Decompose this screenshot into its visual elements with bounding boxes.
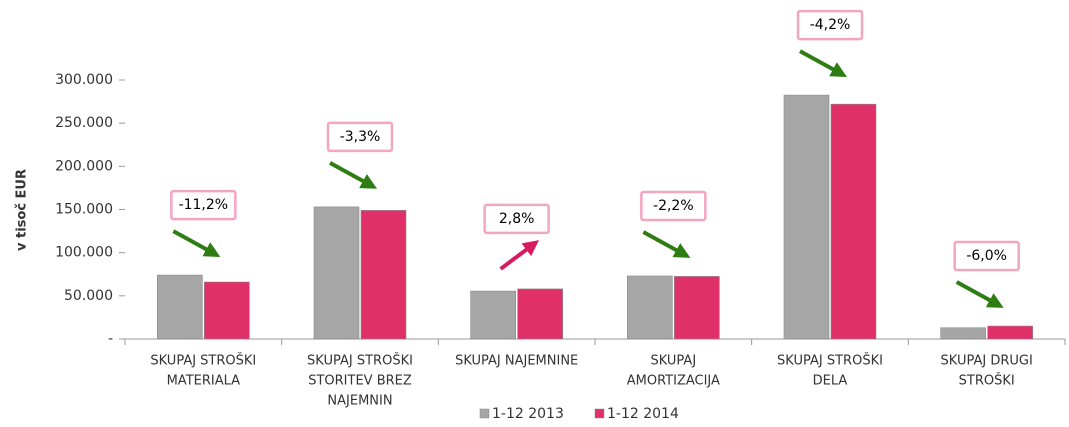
legend-swatch (479, 408, 490, 419)
annotation-arrow (172, 229, 221, 257)
y-tick-label: 150.000 (55, 202, 113, 218)
bar (470, 290, 516, 340)
x-tick-label: SKUPAJ NAJEMNINE (455, 354, 578, 369)
x-tick-label: MATERIALA (167, 374, 241, 389)
x-tick-label: STORITEV BREZ (308, 374, 412, 389)
x-tick-label: AMORTIZACIJA (627, 374, 720, 389)
bar (157, 274, 203, 340)
bar (517, 288, 563, 340)
y-tick-label: 200.000 (55, 158, 113, 174)
annotation-label: -6,0% (966, 248, 1007, 264)
bar (783, 94, 830, 340)
y-tick-label: 250.000 (55, 115, 113, 131)
annotation-box (953, 240, 1020, 272)
annotation-label: 2,8% (499, 211, 535, 227)
y-tick-label: 300.000 (55, 72, 113, 88)
annotation-arrow (799, 49, 848, 77)
y-axis-label: v tisoč EUR (15, 169, 30, 251)
x-tick-label: SKUPAJ STROŠKI (150, 353, 256, 369)
x-tick-label: SKUPAJ STROŠKI (307, 353, 413, 369)
legend-label: 1-12 2013 (492, 406, 564, 422)
legend-swatch (594, 408, 605, 419)
annotation-box (640, 190, 707, 222)
bar (940, 327, 986, 340)
bar (204, 281, 250, 340)
x-tick-label: STROŠKI (959, 373, 1015, 389)
bar (674, 276, 720, 340)
annotation-arrow (955, 280, 1004, 308)
y-tick-label: 100.000 (55, 245, 113, 261)
y-tick-label: - (108, 331, 113, 347)
bar (313, 206, 360, 340)
x-tick-label: NAJEMNIN (327, 394, 392, 409)
annotation-arrow (499, 240, 540, 271)
x-tick-label: SKUPAJ STROŠKI (777, 353, 883, 369)
bar (987, 325, 1033, 340)
bar (830, 103, 877, 340)
annotation-box (796, 9, 864, 41)
annotation-box (326, 121, 394, 153)
legend-label: 1-12 2014 (607, 406, 679, 422)
annotation-arrow (642, 230, 691, 258)
annotation-label: -11,2% (179, 197, 229, 213)
annotation-box (170, 189, 237, 221)
bar (360, 210, 407, 340)
annotation-label: -3,3% (340, 129, 381, 145)
x-tick-label: DELA (813, 374, 848, 389)
annotation-box (483, 203, 550, 235)
y-tick-label: 50.000 (64, 288, 113, 304)
x-tick-label: SKUPAJ DRUGI (941, 354, 1033, 369)
bar (627, 275, 673, 340)
annotation-label: -2,2% (653, 198, 694, 214)
annotation-label: -4,2% (810, 17, 851, 33)
x-tick-label: SKUPAJ (650, 354, 696, 369)
annotation-arrow (329, 161, 378, 189)
